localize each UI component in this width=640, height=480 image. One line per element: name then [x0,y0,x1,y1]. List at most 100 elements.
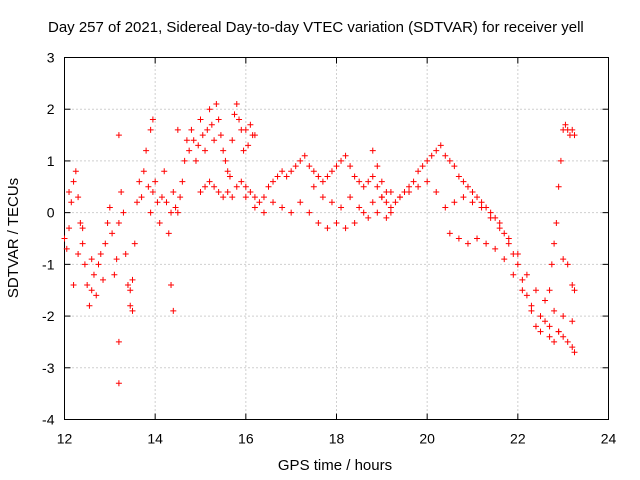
data-point [202,147,209,154]
data-point [97,251,104,258]
data-point [288,209,295,216]
axis-ticks [64,57,609,420]
data-point [546,323,553,330]
data-point [437,142,444,149]
data-point [79,225,86,232]
data-point [542,297,549,304]
data-point [170,188,177,195]
data-point [163,199,170,206]
data-point [496,219,503,226]
data-point [129,276,136,283]
data-point [560,313,567,320]
data-point [392,199,399,206]
data-point [505,240,512,247]
data-point [251,132,258,139]
data-point [396,194,403,201]
data-point [328,199,335,206]
data-point [301,152,308,159]
data-point [211,137,218,144]
data-point [571,349,578,356]
data-point [118,188,125,195]
data-point [265,183,272,190]
data-point [231,111,238,118]
data-point [455,235,462,242]
data-point [528,302,535,309]
data-point [562,121,569,128]
data-point [274,173,281,180]
data-point [90,271,97,278]
data-point [342,152,349,159]
data-point [387,204,394,211]
data-point [537,328,544,335]
data-point [501,256,508,263]
data-point [553,219,560,226]
data-point [464,183,471,190]
data-point [378,178,385,185]
data-point [383,214,390,221]
data-point [478,204,485,211]
data-point [240,147,247,154]
data-point [224,168,231,175]
data-point [186,147,193,154]
data-point [134,199,141,206]
data-point [224,188,231,195]
data-point [369,147,376,154]
data-point [501,230,508,237]
data-point [514,251,521,258]
data-point [70,282,77,289]
data-point [523,271,530,278]
data-point [532,323,539,330]
data-point [115,219,122,226]
x-tick-label: 12 [57,431,73,447]
data-point [487,214,494,221]
data-point [63,245,70,252]
data-point [233,183,240,190]
data-point [131,240,138,247]
data-point [236,116,243,123]
data-point [324,225,331,232]
data-point [129,307,136,314]
data-point [406,188,413,195]
data-point [347,194,354,201]
data-point [195,142,202,149]
x-tick-label: 18 [329,431,345,447]
data-point [143,147,150,154]
data-point [569,318,576,325]
data-point [510,271,517,278]
data-point [406,183,413,190]
data-point [161,168,168,175]
data-point [428,152,435,159]
x-tick-label: 22 [510,431,526,447]
data-point [569,344,576,351]
data-point [523,292,530,299]
data-point [324,173,331,180]
data-point [190,137,197,144]
data-point [211,183,218,190]
y-tick-label: 1 [47,153,55,169]
data-point [88,256,95,263]
data-point [81,261,88,268]
data-point [66,188,73,195]
data-point [154,199,161,206]
data-point [288,168,295,175]
data-point [569,282,576,289]
data-point [369,199,376,206]
data-point [188,126,195,133]
data-point [514,261,521,268]
data-point [204,126,211,133]
data-point [519,287,526,294]
data-point [256,199,263,206]
data-point [469,188,476,195]
data-point [147,126,154,133]
data-point [564,261,571,268]
data-point [424,157,431,164]
data-point [88,287,95,294]
y-tick-label: 2 [47,101,55,117]
y-tick-label: -4 [42,412,55,428]
data-point [233,101,240,108]
data-point [315,173,322,180]
data-point [451,163,458,170]
data-point [519,276,526,283]
data-point [333,163,340,170]
